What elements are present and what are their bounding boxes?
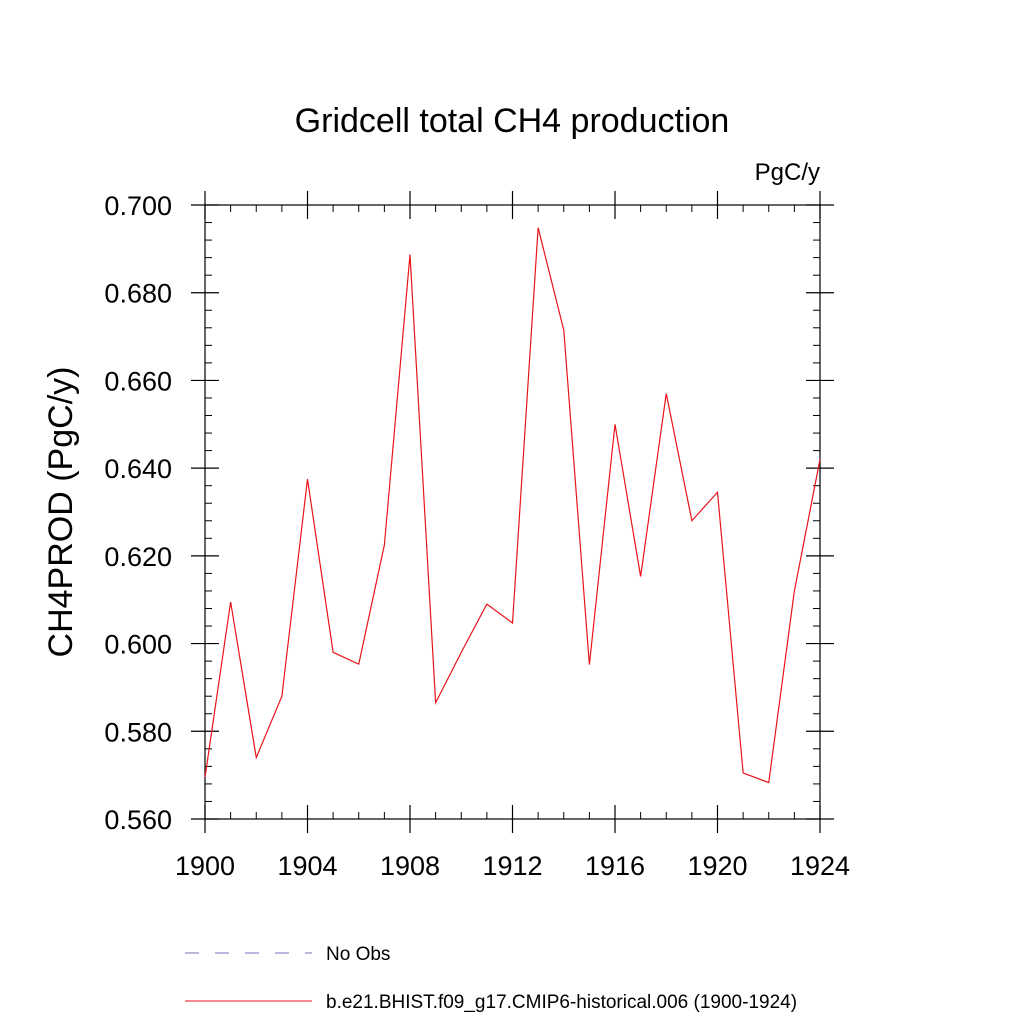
minor-ticks	[205, 205, 820, 819]
y-tick-label: 0.600	[104, 630, 172, 660]
x-tick-label: 1916	[585, 851, 645, 881]
y-tick-label: 0.560	[104, 805, 172, 835]
y-axis-label: CH4PROD (PgC/y)	[42, 367, 80, 658]
units-label: PgC/y	[755, 159, 820, 186]
plot-frame	[204, 204, 821, 820]
series-layer	[204, 227, 821, 784]
x-tick-label: 1912	[482, 851, 542, 881]
legend-label-no-obs: No Obs	[326, 944, 390, 965]
y-tick-label: 0.620	[104, 542, 172, 572]
x-tick-label: 1900	[175, 851, 235, 881]
y-tick-label: 0.580	[104, 717, 172, 747]
major-ticks	[191, 191, 834, 833]
chart-title: Gridcell total CH4 production	[295, 102, 730, 140]
y-tick-labels: 0.560 0.580 0.600 0.620 0.640 0.660 0.680 0.700	[104, 191, 172, 835]
x-tick-label: 1904	[277, 851, 337, 881]
y-tick-label: 0.700	[104, 191, 172, 221]
x-tick-label: 1908	[380, 851, 440, 881]
series-line	[204, 227, 821, 784]
y-tick-label: 0.640	[104, 454, 172, 484]
x-tick-labels: 1900 1904 1908 1912 1916 1920 1924	[175, 851, 850, 881]
legend: No Obs b.e21.BHIST.f09_g17.CMIP6-histori…	[185, 944, 797, 1013]
x-tick-label: 1924	[790, 851, 850, 881]
legend-label-historical: b.e21.BHIST.f09_g17.CMIP6-historical.006…	[326, 992, 797, 1013]
y-tick-label: 0.660	[104, 366, 172, 396]
y-tick-label: 0.680	[104, 279, 172, 309]
x-tick-label: 1920	[687, 851, 747, 881]
